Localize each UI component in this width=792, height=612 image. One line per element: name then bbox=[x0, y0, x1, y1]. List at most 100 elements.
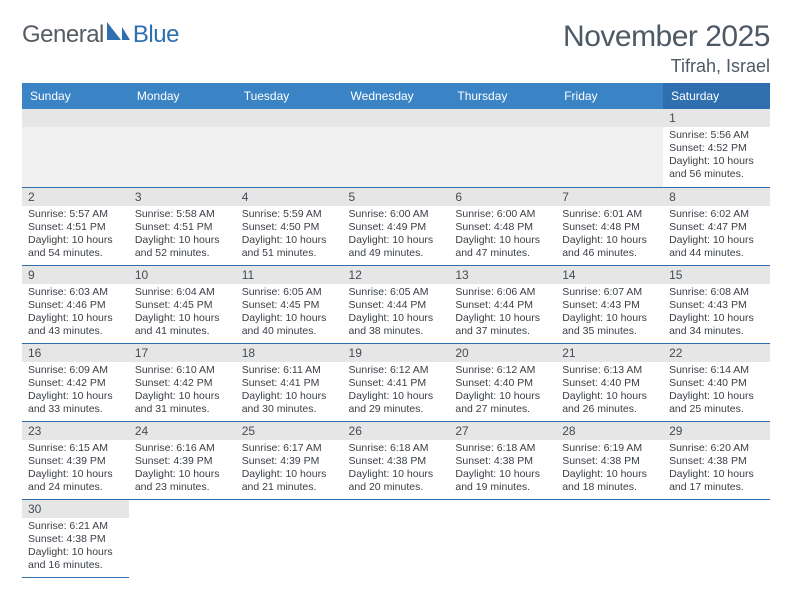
day-info: Sunrise: 6:00 AMSunset: 4:49 PMDaylight:… bbox=[343, 206, 450, 265]
day-d1: Daylight: 10 hours bbox=[455, 312, 550, 325]
day-sunset: Sunset: 4:43 PM bbox=[562, 299, 657, 312]
day-d1: Daylight: 10 hours bbox=[135, 234, 230, 247]
day-d1: Daylight: 10 hours bbox=[669, 390, 764, 403]
title-block: November 2025 Tifrah, Israel bbox=[563, 20, 770, 77]
empty-cell bbox=[236, 499, 343, 577]
day-sunrise: Sunrise: 6:13 AM bbox=[562, 364, 657, 377]
day-d2: and 44 minutes. bbox=[669, 247, 764, 260]
day-cell: 19Sunrise: 6:12 AMSunset: 4:41 PMDayligh… bbox=[343, 343, 450, 421]
day-cell: 2Sunrise: 5:57 AMSunset: 4:51 PMDaylight… bbox=[22, 187, 129, 265]
day-info: Sunrise: 6:13 AMSunset: 4:40 PMDaylight:… bbox=[556, 362, 663, 421]
day-d1: Daylight: 10 hours bbox=[562, 234, 657, 247]
day-sunset: Sunset: 4:48 PM bbox=[562, 221, 657, 234]
day-info: Sunrise: 6:15 AMSunset: 4:39 PMDaylight:… bbox=[22, 440, 129, 499]
day-sunrise: Sunrise: 6:05 AM bbox=[349, 286, 444, 299]
dayhead-tuesday: Tuesday bbox=[236, 83, 343, 109]
day-d1: Daylight: 10 hours bbox=[562, 468, 657, 481]
day-sunset: Sunset: 4:41 PM bbox=[349, 377, 444, 390]
daynum-bar-empty bbox=[236, 109, 343, 127]
day-info: Sunrise: 5:57 AMSunset: 4:51 PMDaylight:… bbox=[22, 206, 129, 265]
sail-icon bbox=[105, 20, 131, 49]
day-number: 29 bbox=[663, 422, 770, 440]
day-number: 6 bbox=[449, 188, 556, 206]
day-sunrise: Sunrise: 6:00 AM bbox=[349, 208, 444, 221]
empty-cell bbox=[343, 499, 450, 577]
day-number: 8 bbox=[663, 188, 770, 206]
day-info: Sunrise: 6:02 AMSunset: 4:47 PMDaylight:… bbox=[663, 206, 770, 265]
day-d1: Daylight: 10 hours bbox=[562, 390, 657, 403]
day-sunrise: Sunrise: 6:12 AM bbox=[455, 364, 550, 377]
day-d1: Daylight: 10 hours bbox=[28, 390, 123, 403]
day-d1: Daylight: 10 hours bbox=[242, 468, 337, 481]
day-cell: 7Sunrise: 6:01 AMSunset: 4:48 PMDaylight… bbox=[556, 187, 663, 265]
day-sunrise: Sunrise: 6:00 AM bbox=[455, 208, 550, 221]
day-d2: and 35 minutes. bbox=[562, 325, 657, 338]
day-d1: Daylight: 10 hours bbox=[135, 312, 230, 325]
day-sunset: Sunset: 4:39 PM bbox=[28, 455, 123, 468]
day-sunrise: Sunrise: 6:08 AM bbox=[669, 286, 764, 299]
day-cell: 29Sunrise: 6:20 AMSunset: 4:38 PMDayligh… bbox=[663, 421, 770, 499]
day-info: Sunrise: 6:04 AMSunset: 4:45 PMDaylight:… bbox=[129, 284, 236, 343]
day-info: Sunrise: 6:08 AMSunset: 4:43 PMDaylight:… bbox=[663, 284, 770, 343]
day-number: 5 bbox=[343, 188, 450, 206]
day-sunset: Sunset: 4:47 PM bbox=[669, 221, 764, 234]
dayhead-saturday: Saturday bbox=[663, 83, 770, 109]
day-sunset: Sunset: 4:42 PM bbox=[28, 377, 123, 390]
day-sunset: Sunset: 4:40 PM bbox=[455, 377, 550, 390]
day-d1: Daylight: 10 hours bbox=[242, 234, 337, 247]
day-number: 26 bbox=[343, 422, 450, 440]
daynum-bar-empty bbox=[129, 109, 236, 127]
day-info: Sunrise: 6:05 AMSunset: 4:45 PMDaylight:… bbox=[236, 284, 343, 343]
day-sunrise: Sunrise: 6:10 AM bbox=[135, 364, 230, 377]
day-sunset: Sunset: 4:38 PM bbox=[455, 455, 550, 468]
day-cell: 13Sunrise: 6:06 AMSunset: 4:44 PMDayligh… bbox=[449, 265, 556, 343]
day-cell: 25Sunrise: 6:17 AMSunset: 4:39 PMDayligh… bbox=[236, 421, 343, 499]
day-info: Sunrise: 6:11 AMSunset: 4:41 PMDaylight:… bbox=[236, 362, 343, 421]
day-d2: and 52 minutes. bbox=[135, 247, 230, 260]
empty-cell bbox=[449, 499, 556, 577]
day-sunset: Sunset: 4:40 PM bbox=[562, 377, 657, 390]
day-info: Sunrise: 5:56 AMSunset: 4:52 PMDaylight:… bbox=[663, 127, 770, 186]
day-info: Sunrise: 6:07 AMSunset: 4:43 PMDaylight:… bbox=[556, 284, 663, 343]
day-sunrise: Sunrise: 6:20 AM bbox=[669, 442, 764, 455]
day-d1: Daylight: 10 hours bbox=[349, 468, 444, 481]
empty-cell bbox=[129, 109, 236, 187]
day-cell: 22Sunrise: 6:14 AMSunset: 4:40 PMDayligh… bbox=[663, 343, 770, 421]
day-info: Sunrise: 6:12 AMSunset: 4:41 PMDaylight:… bbox=[343, 362, 450, 421]
day-sunset: Sunset: 4:38 PM bbox=[669, 455, 764, 468]
dayhead-monday: Monday bbox=[129, 83, 236, 109]
day-cell: 30Sunrise: 6:21 AMSunset: 4:38 PMDayligh… bbox=[22, 499, 129, 577]
day-cell: 21Sunrise: 6:13 AMSunset: 4:40 PMDayligh… bbox=[556, 343, 663, 421]
day-info: Sunrise: 6:14 AMSunset: 4:40 PMDaylight:… bbox=[663, 362, 770, 421]
day-info: Sunrise: 6:03 AMSunset: 4:46 PMDaylight:… bbox=[22, 284, 129, 343]
empty-cell bbox=[663, 499, 770, 577]
day-info: Sunrise: 6:21 AMSunset: 4:38 PMDaylight:… bbox=[22, 518, 129, 577]
day-number: 9 bbox=[22, 266, 129, 284]
day-number: 4 bbox=[236, 188, 343, 206]
day-sunrise: Sunrise: 6:16 AM bbox=[135, 442, 230, 455]
day-info: Sunrise: 6:05 AMSunset: 4:44 PMDaylight:… bbox=[343, 284, 450, 343]
day-d1: Daylight: 10 hours bbox=[242, 312, 337, 325]
day-d1: Daylight: 10 hours bbox=[455, 390, 550, 403]
day-info: Sunrise: 6:18 AMSunset: 4:38 PMDaylight:… bbox=[449, 440, 556, 499]
day-number: 19 bbox=[343, 344, 450, 362]
day-sunset: Sunset: 4:38 PM bbox=[562, 455, 657, 468]
daynum-bar-empty bbox=[343, 109, 450, 127]
day-sunset: Sunset: 4:44 PM bbox=[349, 299, 444, 312]
day-cell: 28Sunrise: 6:19 AMSunset: 4:38 PMDayligh… bbox=[556, 421, 663, 499]
day-d2: and 38 minutes. bbox=[349, 325, 444, 338]
location-label: Tifrah, Israel bbox=[563, 56, 770, 77]
day-sunset: Sunset: 4:40 PM bbox=[669, 377, 764, 390]
day-number: 12 bbox=[343, 266, 450, 284]
day-sunset: Sunset: 4:41 PM bbox=[242, 377, 337, 390]
calendar-table: SundayMondayTuesdayWednesdayThursdayFrid… bbox=[22, 83, 770, 578]
day-sunrise: Sunrise: 6:19 AM bbox=[562, 442, 657, 455]
day-cell: 3Sunrise: 5:58 AMSunset: 4:51 PMDaylight… bbox=[129, 187, 236, 265]
day-sunset: Sunset: 4:45 PM bbox=[242, 299, 337, 312]
day-sunset: Sunset: 4:51 PM bbox=[135, 221, 230, 234]
day-number: 18 bbox=[236, 344, 343, 362]
day-d1: Daylight: 10 hours bbox=[349, 312, 444, 325]
day-sunset: Sunset: 4:49 PM bbox=[349, 221, 444, 234]
day-cell: 24Sunrise: 6:16 AMSunset: 4:39 PMDayligh… bbox=[129, 421, 236, 499]
day-d2: and 41 minutes. bbox=[135, 325, 230, 338]
